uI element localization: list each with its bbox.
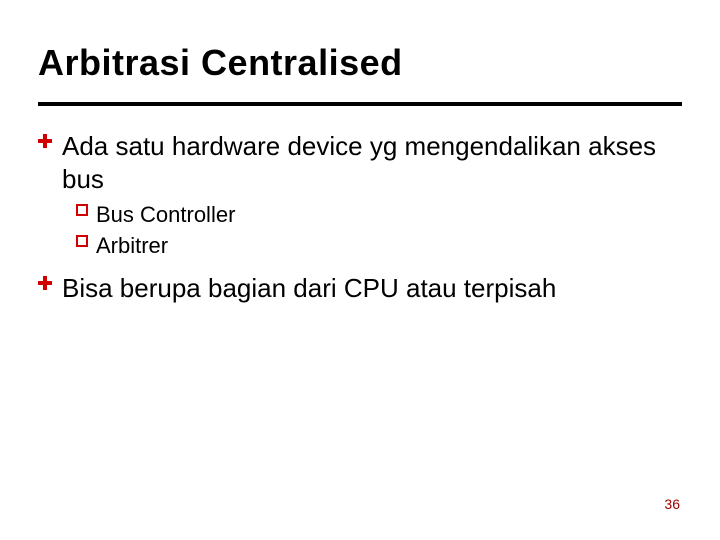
title-underline	[38, 102, 682, 106]
list-item-text: Bisa berupa bagian dari CPU atau terpisa…	[62, 272, 556, 305]
content-area: Ada satu hardware device yg mengendalika…	[38, 130, 682, 311]
list-item: Bisa berupa bagian dari CPU atau terpisa…	[38, 272, 682, 305]
cross-bullet-icon	[38, 134, 62, 148]
list-item: Ada satu hardware device yg mengendalika…	[38, 130, 682, 195]
cross-bullet-icon	[38, 276, 62, 290]
square-bullet-icon	[76, 235, 96, 247]
slide: Arbitrasi Centralised Ada satu hardware …	[0, 0, 720, 540]
page-number: 36	[664, 496, 680, 512]
list-item-text: Ada satu hardware device yg mengendalika…	[62, 130, 682, 195]
list-item-text: Bus Controller	[96, 201, 235, 230]
slide-title: Arbitrasi Centralised	[38, 42, 403, 84]
list-item: Arbitrer	[76, 232, 682, 261]
list-item-text: Arbitrer	[96, 232, 168, 261]
list-item: Bus Controller	[76, 201, 682, 230]
square-bullet-icon	[76, 204, 96, 216]
sublist: Bus Controller Arbitrer	[76, 201, 682, 260]
